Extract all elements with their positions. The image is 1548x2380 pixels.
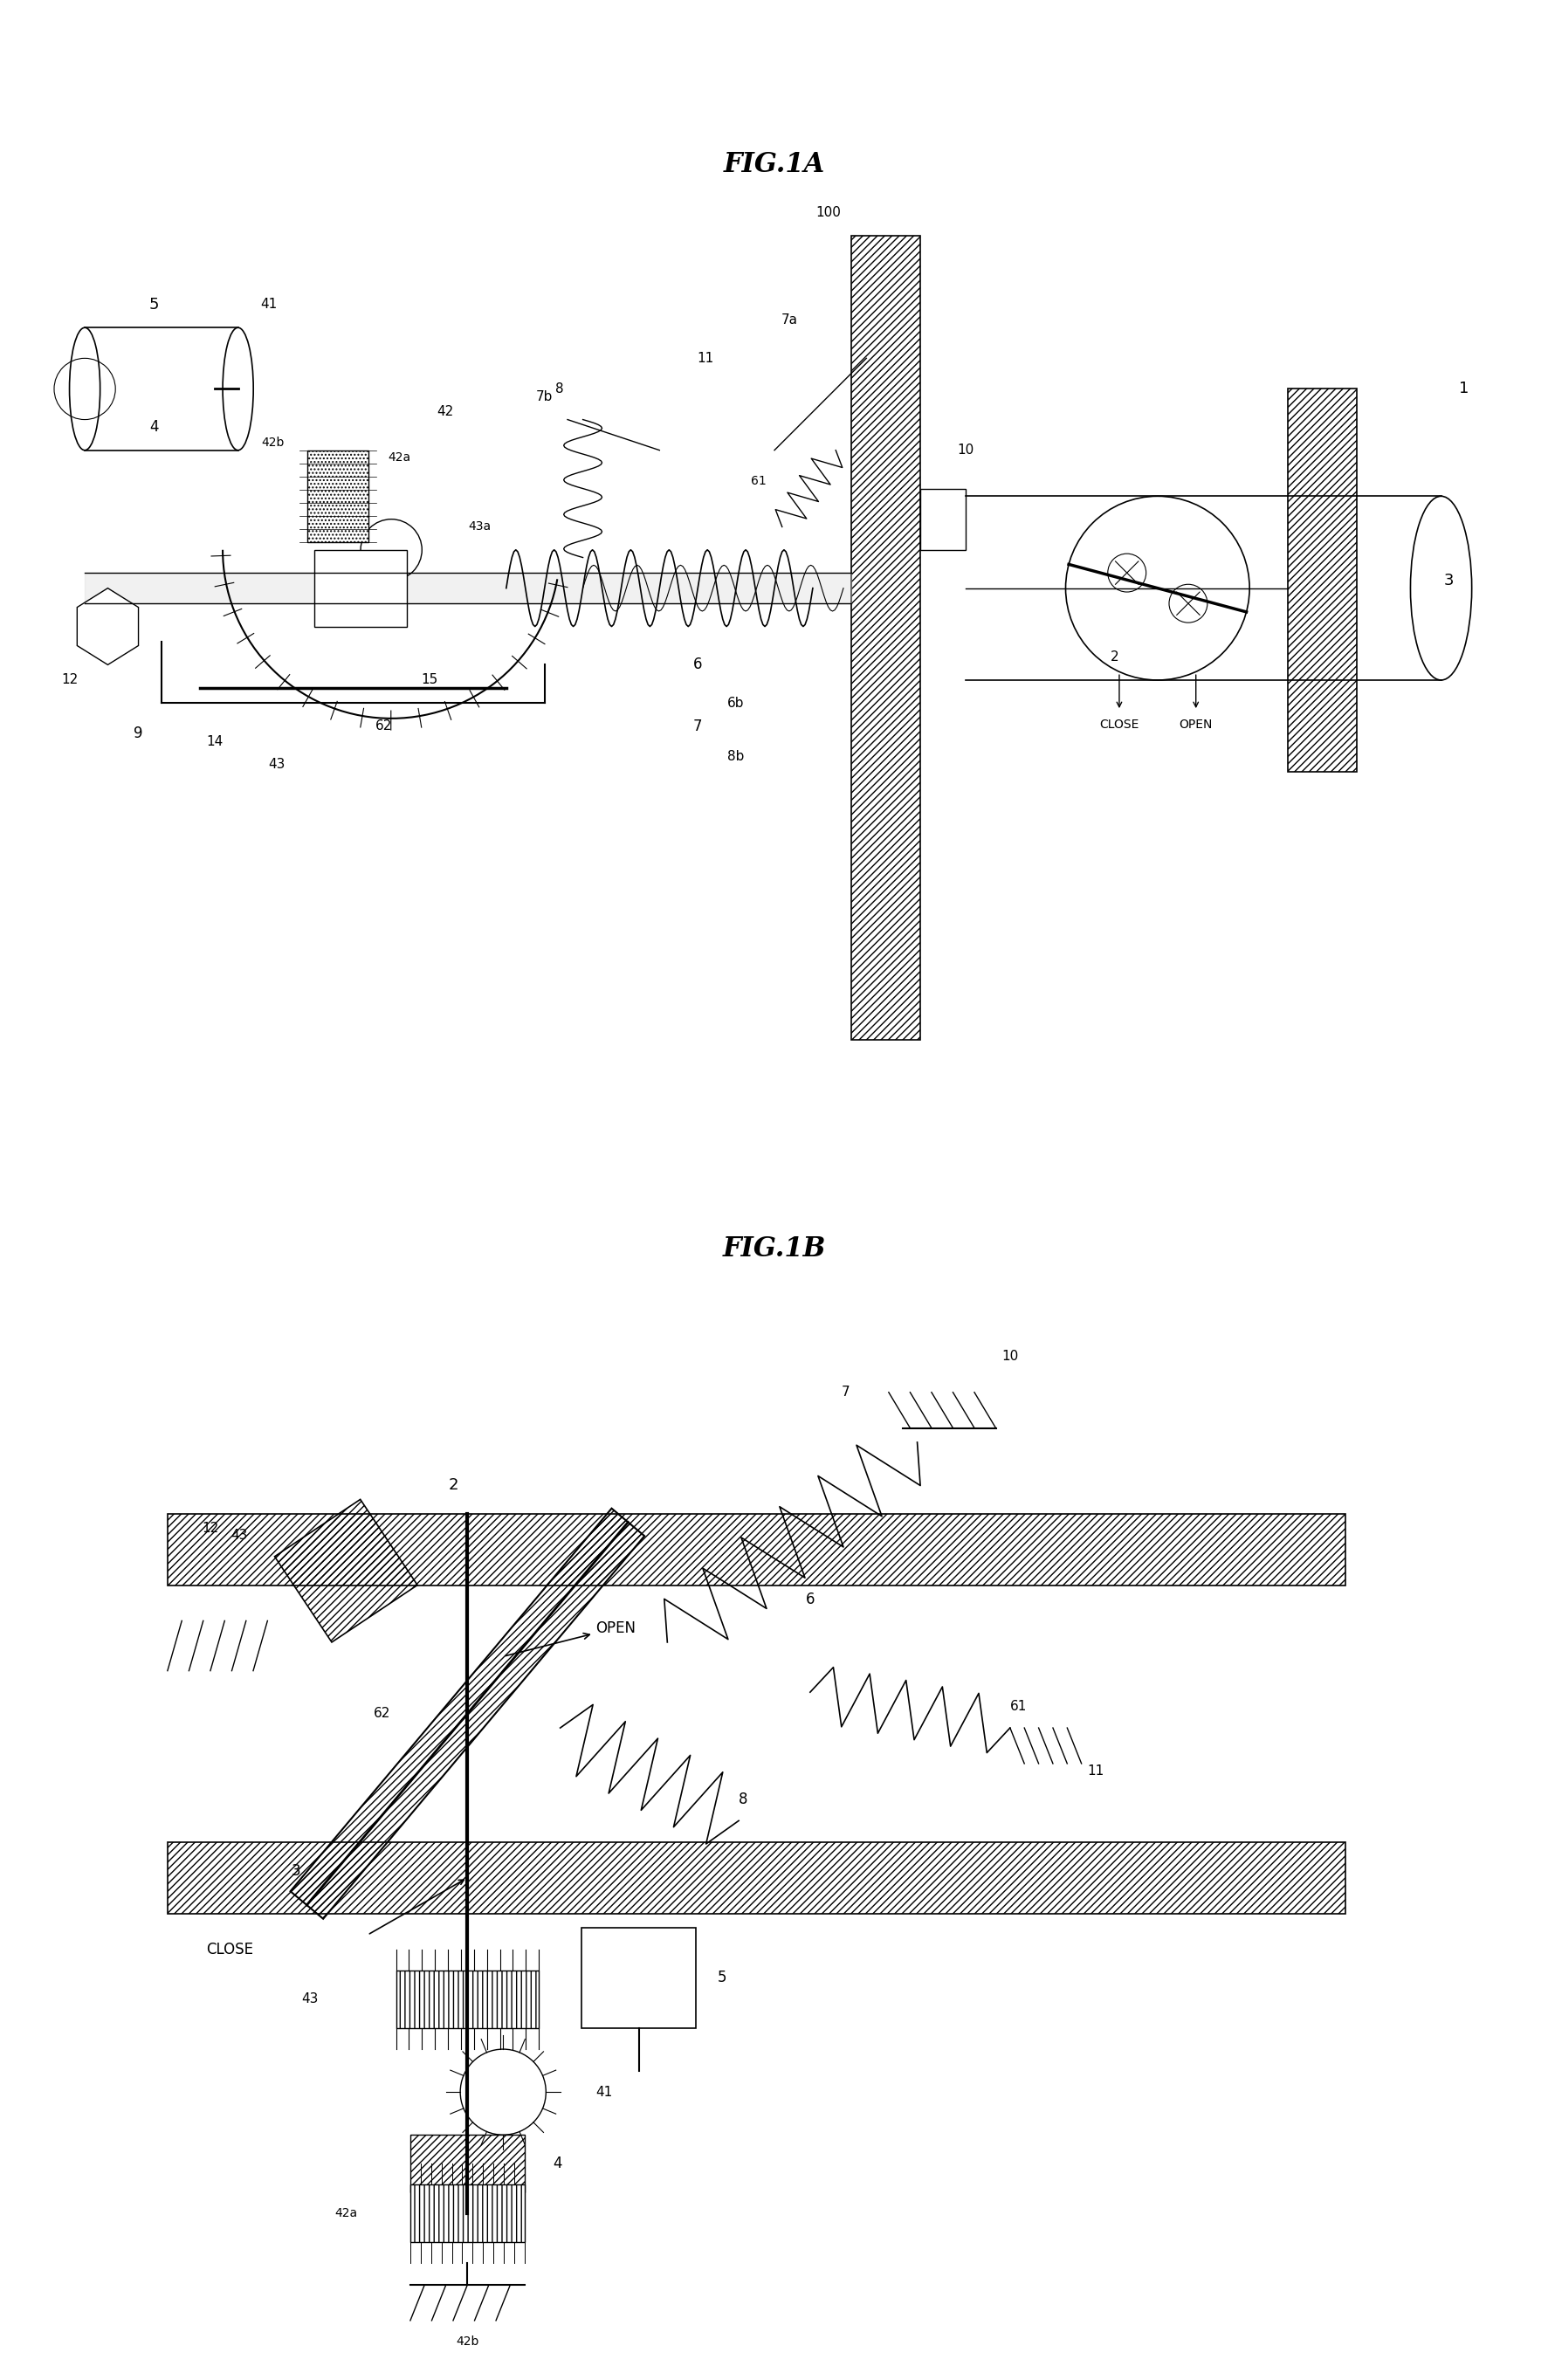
Bar: [920, 488, 966, 550]
Text: CLOSE: CLOSE: [1099, 719, 1138, 731]
Bar: [167, 1514, 1345, 1585]
Text: 62: 62: [375, 719, 392, 733]
Text: 2: 2: [1110, 650, 1119, 664]
Text: FIG.1B: FIG.1B: [723, 1235, 825, 1261]
Text: 6b: 6b: [728, 697, 745, 709]
Text: 12: 12: [60, 674, 77, 688]
Text: 42b: 42b: [262, 436, 283, 450]
Text: 41: 41: [596, 2085, 613, 2099]
Text: 8: 8: [738, 1792, 748, 1806]
Bar: [410, 2185, 525, 2242]
Text: 42a: 42a: [334, 2206, 358, 2221]
Text: 10: 10: [1002, 1349, 1019, 1364]
Ellipse shape: [223, 328, 254, 450]
Bar: [850, 236, 920, 1040]
Text: 11: 11: [697, 352, 714, 364]
Text: CLOSE: CLOSE: [206, 1942, 252, 1959]
Bar: [396, 1971, 539, 2028]
Text: 9: 9: [133, 726, 142, 743]
Bar: [1286, 388, 1356, 771]
Text: 4: 4: [553, 2156, 562, 2171]
Text: 100: 100: [814, 207, 841, 219]
Text: 43: 43: [302, 1992, 319, 2006]
Text: 15: 15: [421, 674, 438, 688]
Text: 43: 43: [268, 757, 285, 771]
Text: OPEN: OPEN: [1178, 719, 1212, 731]
Text: 14: 14: [206, 735, 223, 747]
Text: 42b: 42b: [455, 2335, 478, 2349]
Bar: [85, 328, 238, 450]
Text: 6: 6: [805, 1592, 814, 1607]
Ellipse shape: [70, 328, 101, 450]
Text: 5: 5: [717, 1971, 726, 1985]
Text: 43a: 43a: [467, 521, 491, 533]
Text: 5: 5: [149, 298, 159, 312]
Text: 43: 43: [231, 1528, 248, 1542]
Text: FIG.1A: FIG.1A: [723, 152, 825, 178]
Text: 61: 61: [751, 474, 766, 488]
Text: 3: 3: [1443, 574, 1454, 588]
Text: 62: 62: [373, 1706, 390, 1721]
Text: 4: 4: [149, 419, 158, 436]
Text: 7b: 7b: [536, 390, 553, 402]
Text: 8b: 8b: [728, 750, 745, 764]
Text: 10: 10: [957, 443, 974, 457]
Bar: [582, 1928, 695, 2028]
Bar: [167, 1842, 1345, 1914]
Ellipse shape: [1410, 495, 1471, 681]
Text: 42a: 42a: [387, 452, 410, 464]
Text: 42: 42: [437, 405, 454, 419]
Text: 7a: 7a: [782, 314, 797, 326]
Text: 12: 12: [201, 1521, 218, 1535]
Text: 8: 8: [556, 383, 563, 395]
Polygon shape: [77, 588, 138, 664]
Bar: [410, 2135, 525, 2192]
Text: 7: 7: [694, 719, 701, 733]
Text: 7: 7: [841, 1385, 850, 1399]
Text: OPEN: OPEN: [505, 1621, 636, 1656]
Bar: [307, 450, 368, 543]
Text: 41: 41: [260, 298, 277, 312]
Text: 3: 3: [291, 1864, 300, 1878]
Text: 61: 61: [1009, 1699, 1026, 1714]
Text: 2: 2: [447, 1478, 458, 1492]
Text: 1: 1: [1458, 381, 1468, 397]
Bar: [314, 550, 407, 626]
Text: 11: 11: [1087, 1764, 1104, 1778]
Text: 6: 6: [694, 657, 701, 674]
